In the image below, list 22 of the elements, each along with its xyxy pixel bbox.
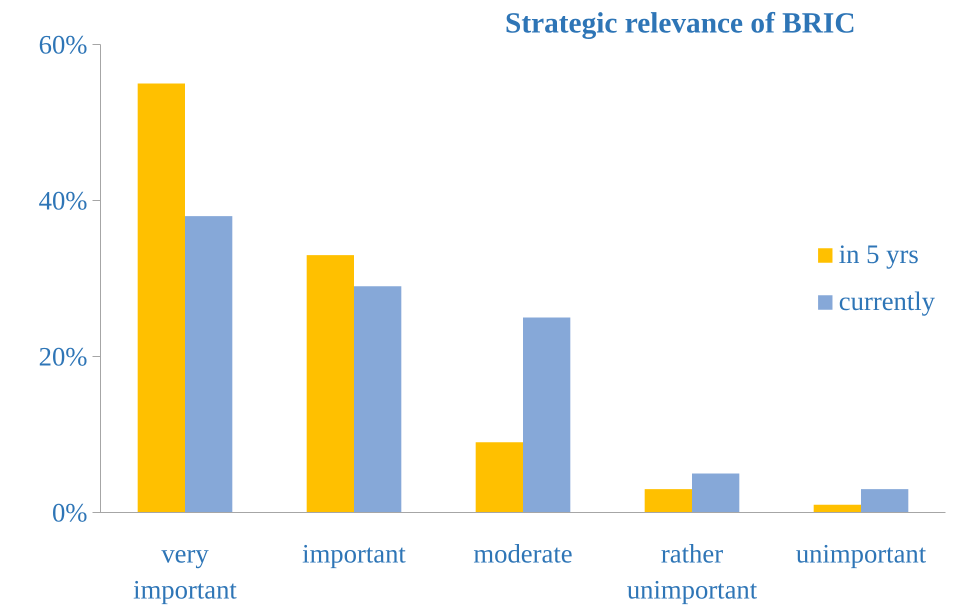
y-tick-label: 0% [52,498,88,528]
x-tick-label: unimportant [796,538,927,568]
bar [861,489,908,512]
y-tick-label: 60% [38,30,88,60]
x-tick-label: important [302,538,406,568]
legend-label: in 5 yrs [838,239,919,270]
x-tick-label: rather unimportant [626,538,758,604]
y-tick-label: 20% [38,342,88,372]
bar [185,216,232,512]
bar [476,442,523,512]
bar [354,286,402,512]
bar [306,255,354,512]
chart-title: Strategic relevance of BRIC [505,8,856,40]
x-tick-label: moderate [473,538,573,568]
bar [692,474,740,512]
bar [814,504,861,512]
y-tick-label: 40% [38,186,88,216]
bar [138,84,185,512]
bar [523,318,570,512]
legend-label: currently [838,286,935,317]
bar [644,489,692,512]
x-tick-label: very important [133,538,238,604]
